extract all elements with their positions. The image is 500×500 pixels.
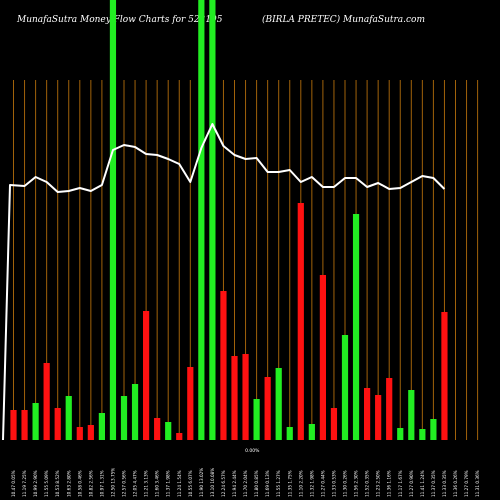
bar-up bbox=[308, 424, 315, 440]
x-tick-label: 10.82 2.56% bbox=[88, 470, 93, 497]
chart-title-left: MunafaSutra Money Flow Charts for 522105 bbox=[17, 15, 223, 25]
x-tick-label: 10.99 2.90% bbox=[33, 470, 38, 497]
bar-down bbox=[154, 418, 161, 440]
x-tick-label: 11.69 0.13% bbox=[265, 470, 270, 497]
x-tick-label: 11.30 0.26% bbox=[343, 470, 348, 497]
x-tick-label: 11.24 1.54% bbox=[177, 470, 182, 497]
x-tick-label: 11.94 2.44% bbox=[232, 470, 237, 497]
bar-down bbox=[87, 425, 94, 440]
x-tick-label: 11.56 2.30% bbox=[354, 470, 359, 497]
x-tick-label: 13.10 10.08% bbox=[210, 468, 215, 497]
x-tick-label: 12.57 0.56% bbox=[122, 470, 127, 497]
bar-down bbox=[441, 312, 448, 440]
bar-down bbox=[375, 395, 382, 440]
bar-down bbox=[297, 203, 304, 440]
bar-down bbox=[319, 275, 326, 440]
bar-down bbox=[21, 410, 28, 440]
bar-up bbox=[275, 368, 282, 440]
money-flow-line bbox=[2, 123, 446, 441]
x-tick-label: 11.90 13.02% bbox=[199, 468, 204, 497]
bar-up bbox=[341, 335, 349, 440]
x-tick-label: 11.60 3.46% bbox=[155, 470, 160, 497]
x-tick-label: 11.36 1.16% bbox=[387, 470, 392, 497]
x-tick-label: 11.27 0.44% bbox=[320, 470, 325, 497]
bar-up bbox=[65, 396, 72, 440]
bar-up bbox=[286, 427, 293, 440]
x-tick-label: 10.53 8.52% bbox=[55, 470, 60, 497]
x-tick-label: 10.58 0.46% bbox=[77, 470, 82, 497]
x-tick-label: 11.33 0.35% bbox=[442, 470, 447, 497]
bar-up bbox=[253, 399, 260, 440]
bar-down bbox=[43, 363, 50, 440]
x-tick-label: 11.35 1.75% bbox=[287, 470, 292, 497]
bar-down bbox=[187, 367, 194, 440]
x-tick-label: 11.70 2.04% bbox=[243, 470, 248, 497]
bar-down bbox=[242, 354, 249, 440]
x-tick-label: 10.47 0.05% bbox=[11, 470, 16, 497]
bar-down bbox=[143, 311, 150, 440]
x-tick-label: 11.10 2.20% bbox=[298, 470, 303, 497]
x-tick-label: 11.37 1.98% bbox=[166, 470, 171, 497]
bar-series bbox=[10, 0, 448, 440]
bar-down bbox=[10, 410, 17, 440]
bar-up bbox=[32, 403, 39, 440]
bar-up bbox=[120, 396, 128, 440]
bar-up bbox=[397, 428, 404, 440]
bar-down bbox=[54, 408, 61, 440]
bar-up bbox=[198, 0, 205, 440]
x-tick-label: 12.05 4.47% bbox=[133, 470, 138, 497]
x-tick-label: 11.23 2.50% bbox=[376, 470, 381, 497]
x-tick-label: 11.55 1.27% bbox=[276, 470, 281, 497]
chart-title-right: (BIRLA PRETEC) MunafaSutra.com bbox=[262, 15, 425, 25]
x-tick-label: 12.50 13.75% bbox=[110, 468, 115, 497]
x-tick-label: 10.97 1.31% bbox=[99, 470, 104, 497]
bar-down bbox=[364, 388, 371, 440]
x-tick-label: 11.27 0.79% bbox=[464, 470, 469, 497]
x-tick-label: 11.33 0.53% bbox=[331, 470, 336, 497]
x-tick-label: 11.36 0.26% bbox=[453, 470, 458, 497]
bar-down bbox=[176, 433, 183, 440]
x-tick-label: 11.37 0.35% bbox=[431, 470, 436, 497]
x-tick-label: 11.55 5.09% bbox=[44, 470, 49, 497]
x-axis-mid-label: 0.00% bbox=[245, 448, 260, 454]
bar-up bbox=[131, 384, 139, 440]
x-tick-label: 11.41 1.24% bbox=[420, 470, 425, 497]
x-tick-label: 11.80 0.85% bbox=[254, 470, 259, 497]
x-tick-label: 11.21 3.13% bbox=[144, 470, 149, 497]
x-tick-label: 10.55 6.07% bbox=[188, 470, 193, 497]
bar-down bbox=[264, 377, 271, 440]
x-axis-labels: 10.47 0.05% 11.19 7.25% 10.99 2.90% 11.55 5… bbox=[11, 468, 480, 497]
x-tick-label: 11.52 0.35% bbox=[365, 470, 370, 497]
x-tick-label: 11.19 7.25% bbox=[22, 470, 27, 497]
x-tick-label: 11.31 0.36% bbox=[475, 470, 480, 497]
x-tick-label: 11.17 1.67% bbox=[398, 470, 403, 497]
bar-down bbox=[231, 356, 238, 440]
bar-down bbox=[386, 378, 393, 440]
x-tick-label: 11.27 0.90% bbox=[409, 470, 414, 497]
bar-up bbox=[408, 390, 415, 440]
bar-up bbox=[352, 214, 360, 440]
bar-up bbox=[209, 0, 216, 440]
x-tick-label: 11.32 1.98% bbox=[309, 470, 314, 497]
x-tick-label: 12.24 6.57% bbox=[221, 470, 226, 497]
bar-up bbox=[109, 0, 117, 440]
bar-down bbox=[330, 408, 338, 440]
bar-up bbox=[419, 429, 426, 440]
bar-down bbox=[220, 291, 227, 440]
x-tick-label: 10.63 2.80% bbox=[66, 470, 71, 497]
bar-up bbox=[430, 419, 437, 440]
bar-up bbox=[98, 413, 105, 440]
bar-down bbox=[76, 427, 83, 440]
bar-up bbox=[165, 422, 172, 440]
